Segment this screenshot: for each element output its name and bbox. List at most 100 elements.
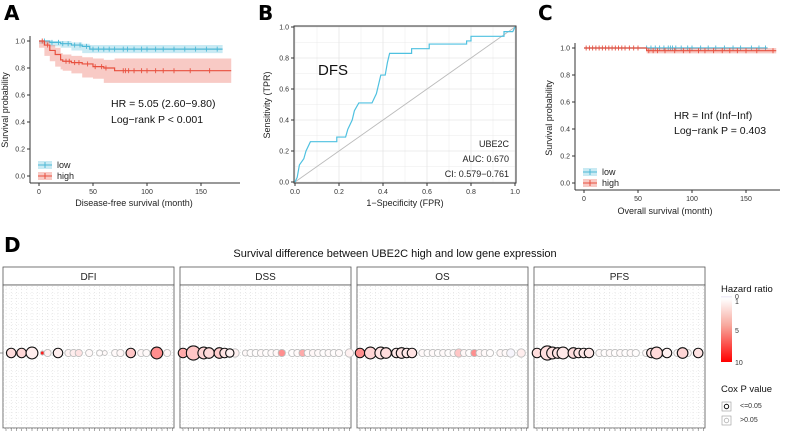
hr-dot-pfs [556, 346, 570, 360]
hr-dot-pfs [676, 347, 689, 359]
y-axis-label-b: Sensitivity (TPR) [262, 71, 272, 138]
y-tick-label: 0.0 [560, 181, 570, 188]
hr-dot-dfi [25, 346, 39, 360]
facet-dot-plot: DFI DSS OS PFS [0, 266, 732, 431]
roc-inset-title: DFS [318, 62, 348, 79]
hr-dot-pfs [631, 348, 640, 358]
y-tick-label: 0.6 [560, 100, 570, 107]
y-tick-label: 0.8 [279, 56, 289, 63]
legend-low-a: low [57, 160, 71, 170]
hr-dot-dfi [16, 347, 27, 359]
legend-hr-tick-5: 5 [735, 328, 739, 335]
y-tick-label: 0.6 [15, 93, 25, 100]
panel-label-b: B [258, 1, 273, 25]
hr-dot-dfi [74, 348, 83, 358]
x-tick-label: 150 [740, 196, 752, 203]
y-tick-label: 0.4 [560, 127, 570, 134]
legend-hr-tick-1: 1 [735, 299, 739, 306]
hr-dot-dfi [5, 347, 17, 359]
legend-p-ns-label: >0.05 [740, 417, 758, 424]
facet-label-pfs: PFS [610, 272, 630, 283]
x-tick-label: 1.0 [510, 189, 520, 196]
hr-dot-dfi [96, 349, 104, 357]
ci-band-high [39, 41, 232, 83]
y-tick-label: 0.6 [279, 87, 289, 94]
hr-dot-dss [203, 347, 215, 359]
y-axis-label-a: Survival probability [0, 72, 10, 148]
x-tick-label: 150 [195, 189, 207, 196]
x-tick-label: 0 [37, 189, 41, 196]
hr-dot-os [516, 348, 526, 358]
hr-dot-dfi [101, 350, 108, 356]
hr-dot-dss [344, 348, 355, 358]
legend-high-a: high [57, 171, 74, 181]
y-tick-label: 0.0 [15, 174, 25, 181]
y-tick-label: 0.8 [560, 73, 570, 80]
ci-band-low [39, 41, 223, 54]
panel-label-c: C [538, 1, 553, 25]
legend-p-title: Cox P value [721, 384, 772, 395]
legend-low-c: low [602, 167, 616, 177]
survival-curve-high [39, 40, 232, 72]
logrank-annotation-c: Log−rank P = 0.403 [674, 125, 766, 137]
roc-curve [294, 26, 516, 183]
legend-p-sig-label: <=0.05 [740, 403, 762, 410]
hr-dot-dfi [163, 348, 172, 358]
hr-dot-dfi [142, 348, 151, 358]
x-axis-label-a: Disease-free survival (month) [75, 198, 193, 208]
hr-dot-dss [277, 348, 286, 358]
y-tick-label: 0.2 [279, 149, 289, 156]
panel-label-d: D [4, 233, 21, 257]
x-tick-label: 0.8 [466, 189, 476, 196]
hr-dot-dfi [52, 347, 64, 359]
hr-dot-dss [225, 348, 235, 358]
facet-label-dss: DSS [255, 272, 276, 283]
y-tick-label: 1.0 [15, 39, 25, 46]
survival-curve-low [39, 40, 223, 50]
y-tick-label: 0.0 [279, 180, 289, 187]
panel-d-title: Survival difference between UBE2C high a… [233, 248, 556, 260]
x-tick-label: 100 [141, 189, 153, 196]
hr-annotation-c: HR = Inf (Inf−Inf) [674, 110, 752, 122]
legend-dot-sig [723, 403, 730, 410]
hr-dot-pfs [583, 347, 595, 359]
roc-auc: AUC: 0.670 [462, 154, 509, 164]
hr-dot-dfi [43, 348, 52, 358]
y-axis-label-c: Survival probability [544, 80, 554, 156]
y-tick-label: 0.8 [15, 66, 25, 73]
facet-label-os: OS [435, 272, 450, 283]
hr-dot-pfs [650, 346, 664, 360]
hr-dot-os [406, 347, 418, 359]
logrank-annotation-a: Log−rank P < 0.001 [111, 114, 203, 126]
x-axis-label-c: Overall survival (month) [617, 206, 712, 216]
hr-dot-pfs [692, 347, 704, 359]
roc-gene-label: UBE2C [479, 139, 510, 149]
km-plot-os: 0.0 0.2 0.4 0.6 0.8 1.0 0 50 100 150 [560, 43, 780, 203]
legend-hr-title: Hazard ratio [721, 284, 773, 295]
y-tick-label: 0.2 [15, 147, 25, 154]
x-tick-label: 0 [582, 196, 586, 203]
x-axis-label-b: 1−Specificity (FPR) [366, 198, 443, 208]
hr-dot-os [485, 348, 495, 358]
x-tick-label: 0.2 [334, 189, 344, 196]
y-tick-label: 0.4 [279, 118, 289, 125]
facet-label-dfi: DFI [80, 272, 96, 283]
hr-dot-dfi [85, 348, 94, 358]
hr-dot-dfi [150, 346, 164, 360]
legend-high-c: high [602, 178, 619, 188]
x-tick-label: 0.6 [422, 189, 432, 196]
y-tick-label: 0.2 [560, 154, 570, 161]
y-tick-label: 1.0 [560, 46, 570, 53]
hr-dot-os [380, 347, 392, 359]
panel-label-a: A [4, 1, 20, 25]
hr-dot-dss [334, 348, 344, 358]
roc-plot: 0.0 0.2 0.4 0.6 0.8 1.0 0.0 0.2 0.4 0.6 0.8 1.0 [279, 25, 520, 197]
y-tick-label: 0.4 [15, 120, 25, 127]
hr-dot-pfs [661, 347, 673, 359]
hr-dot-dfi [125, 347, 137, 359]
reference-diagonal [294, 26, 516, 183]
hr-dot-os [354, 347, 366, 359]
roc-ci: CI: 0.579−0.761 [445, 169, 509, 179]
legend-hr-tick-10: 10 [735, 360, 743, 367]
x-tick-label: 50 [89, 189, 97, 196]
